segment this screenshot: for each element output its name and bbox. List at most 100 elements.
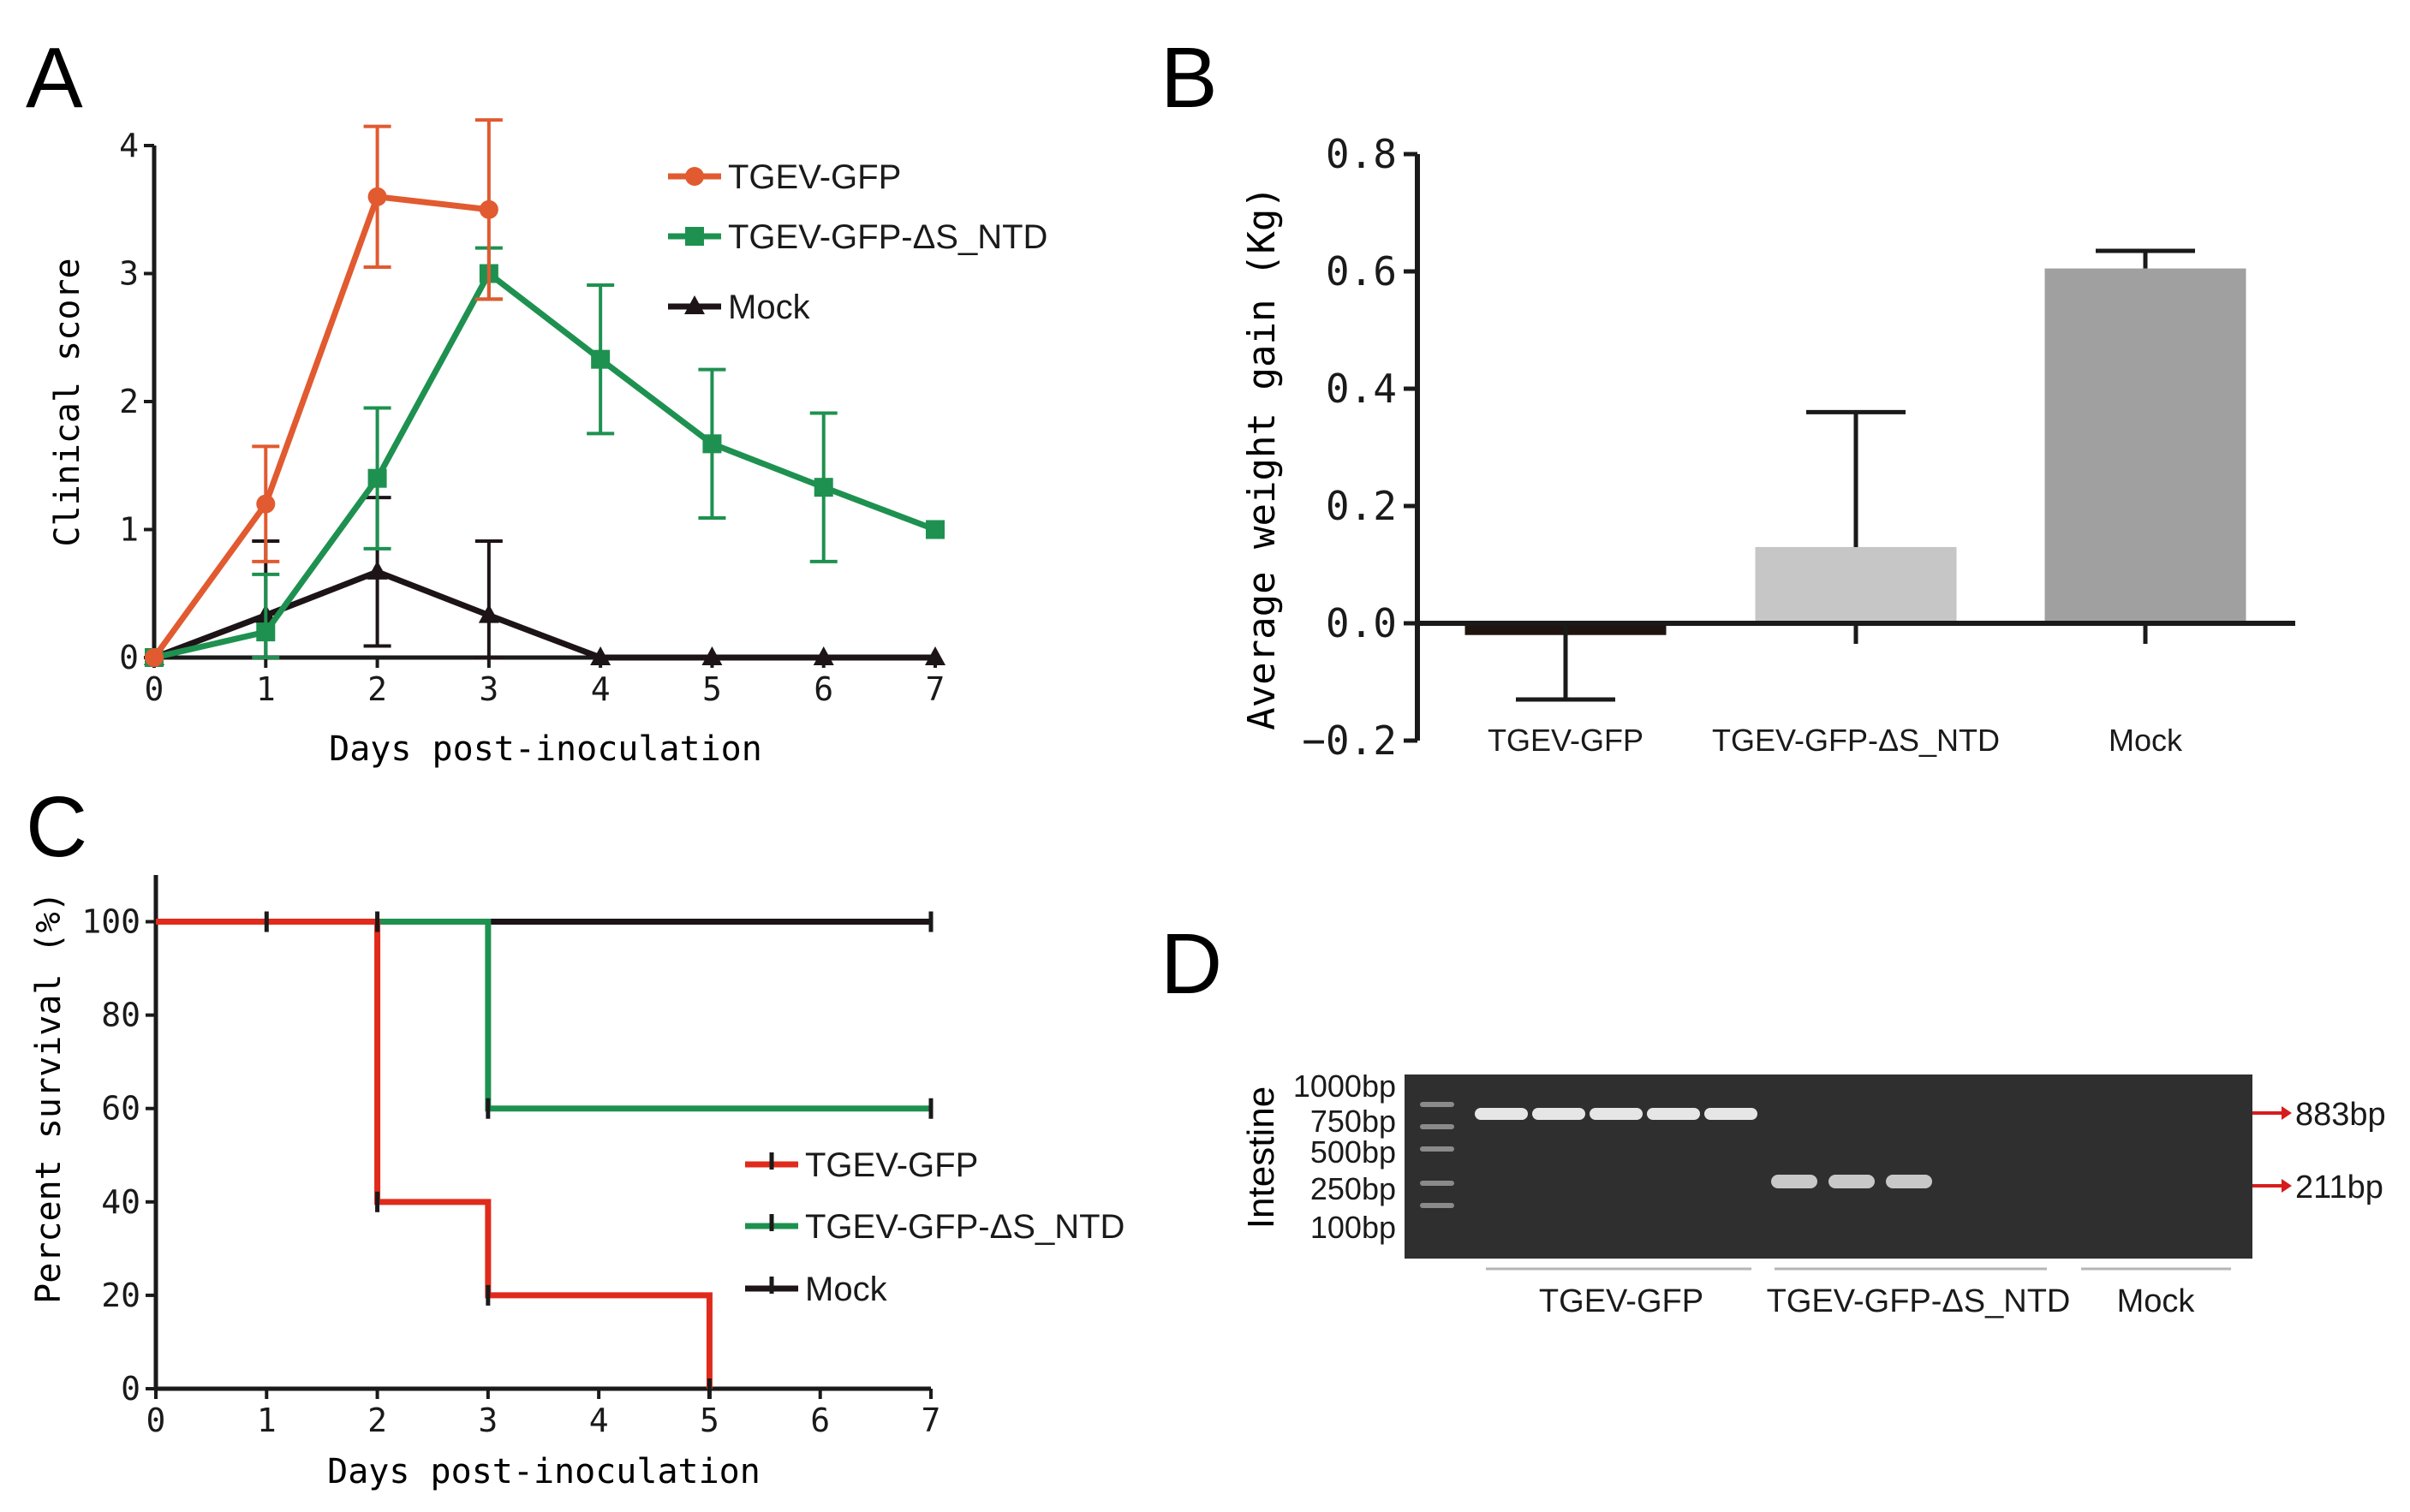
gel-band-211bp [1771,1175,1817,1188]
panel-a-chart: Clinical score Days post-inoculation 0 1 2… [48,118,1047,769]
panel-c-y-tick-label: 0 [121,1370,140,1408]
ladder-band [1420,1102,1454,1107]
panel-a-y-tick-label: 4 [119,127,139,164]
panel-a-y-tick-label: 0 [119,639,139,676]
panel-a-x-tick-label: 7 [926,670,946,708]
ladder-label: 100bp [1310,1210,1396,1245]
panel-label-d: D [1160,916,1222,1012]
data-point-tgev-gfp-s-ntd [591,349,611,369]
legend-marker [684,295,705,314]
legend-item-tgev-gfp-s-ntd: TGEV-GFP-ΔS_NTD [745,1208,1124,1246]
ladder-label: 750bp [1310,1104,1396,1139]
survival-series-tgev-gfp [156,919,713,1399]
legend-label: TGEV-GFP [805,1146,978,1184]
legend-label: Mock [805,1271,888,1308]
data-point-tgev-gfp-s-ntd [926,520,945,539]
gel-group-tgev-gfp: TGEV-GFP [1486,1267,1751,1319]
panel-b-y-axis-label: Average weight gain (Kg) [1240,186,1284,730]
panel-c-y-tick-label: 40 [101,1183,140,1221]
gel-band-211bp [1886,1175,1932,1188]
category-label: Mock [2109,723,2183,758]
series-tgev-gfp [145,118,503,667]
gel-background [1405,1074,2252,1259]
ladder-label: 1000bp [1293,1069,1396,1104]
gel-band-883bp [1647,1108,1700,1120]
gel-group-tgev-gfp-s-ntd: TGEV-GFP-ΔS_NTD [1767,1267,2071,1319]
gel-band-883bp [1532,1108,1585,1120]
panel-label-a: A [26,30,83,126]
panel-a-y-axis-label: Clinical score [48,258,87,546]
legend-label: TGEV-GFP-ΔS_NTD [728,218,1047,256]
data-point-tgev-gfp [479,199,498,219]
data-point-tgev-gfp-s-ntd [256,622,276,642]
panel-c-x-tick-label: 5 [700,1402,719,1439]
panel-label-c: C [26,779,87,875]
legend-item-mock: Mock [745,1271,888,1308]
gel-group-label: TGEV-GFP [1539,1283,1703,1319]
series-line-tgev-gfp [152,193,490,660]
band-size-label: 211bp [2295,1170,2383,1205]
legend-item-mock: Mock [668,289,811,326]
panel-c-x-tick-label: 6 [810,1402,830,1439]
data-point-tgev-gfp [256,494,276,514]
gel-band-211bp [1828,1175,1875,1188]
panel-c-y-tick-label: 80 [101,997,140,1034]
data-point-tgev-gfp-s-ntd [814,478,833,497]
panel-c-x-tick-label: 7 [922,1402,941,1439]
panel-c-y-axis-label: Percent survival (%) [29,891,69,1304]
gel-band-883bp [1704,1108,1757,1120]
series-line-tgev-gfp-s-ntd [153,271,937,661]
bar-tgev-gfp-s-ntd [1755,546,1957,623]
ladder-label: 500bp [1310,1134,1396,1170]
panel-c-x-axis-label: Days post-inoculation [327,1452,761,1491]
panel-c-x-tick-label: 1 [257,1402,277,1439]
legend-label: Mock [728,289,811,326]
band-size-label: 883bp [2295,1097,2386,1133]
gel-group-mock: Mock [2081,1267,2231,1319]
panel-c-x-tick-label: 2 [367,1402,387,1439]
panel-c-y-tick-label: 60 [101,1090,140,1128]
survival-line-tgev-gfp-s-ntd [156,919,931,1112]
panel-a-x-tick-label: 5 [702,670,722,708]
panel-label-b: B [1160,30,1218,126]
band-arrowhead [2282,1179,2292,1193]
ladder-band [1420,1203,1454,1208]
ladder-band [1420,1146,1454,1152]
data-point-tgev-gfp [145,648,164,667]
data-point-tgev-gfp-s-ntd [702,434,722,454]
data-point-tgev-gfp [367,187,387,206]
bar-group-tgev-gfp-s-ntd: TGEV-GFP-ΔS_NTD [1712,409,2000,758]
panel-a-x-tick-label: 2 [367,670,387,708]
panel-a-x-tick-label: 6 [814,670,833,708]
gel-band-883bp [1590,1108,1643,1120]
panel-c-x-tick-label: 0 [146,1402,166,1439]
panel-b-y-tick-label: −0.2 [1302,717,1397,764]
panel-a-y-tick-label: 3 [119,255,139,293]
panel-c-y-tick-label: 20 [101,1277,140,1314]
panel-c-x-tick-label: 3 [478,1402,498,1439]
data-point-mock [925,646,946,665]
series-tgev-gfp-s-ntd [145,246,945,667]
panel-a-x-tick-label: 1 [256,670,276,708]
survival-series-tgev-gfp-s-ntd [156,919,934,1119]
panel-b-y-tick-label: 0.4 [1326,366,1397,412]
panel-c-x-tick-label: 4 [589,1402,609,1439]
data-point-mock [590,646,611,665]
bar-group-tgev-gfp: TGEV-GFP [1464,623,1667,758]
panel-b-y-tick-label: 0.2 [1326,483,1397,529]
ladder-band [1420,1124,1454,1129]
data-point-tgev-gfp-s-ntd [367,468,387,488]
gel-band-883bp [1475,1108,1528,1120]
category-label: TGEV-GFP [1488,723,1643,758]
gel-group-label: TGEV-GFP-ΔS_NTD [1767,1283,2071,1319]
panel-a-x-tick-label: 4 [591,670,611,708]
legend-item-tgev-gfp: TGEV-GFP [668,158,901,196]
panel-a-x-tick-label: 3 [479,670,498,708]
panel-a-y-tick-label: 2 [119,383,139,420]
legend-marker [685,227,704,246]
legend-item-tgev-gfp: TGEV-GFP [745,1146,978,1184]
ladder-band [1420,1181,1454,1186]
panel-a-x-tick-label: 0 [145,670,164,708]
panel-c-chart: Percent survival (%) Days post-inoculati… [29,875,1124,1491]
